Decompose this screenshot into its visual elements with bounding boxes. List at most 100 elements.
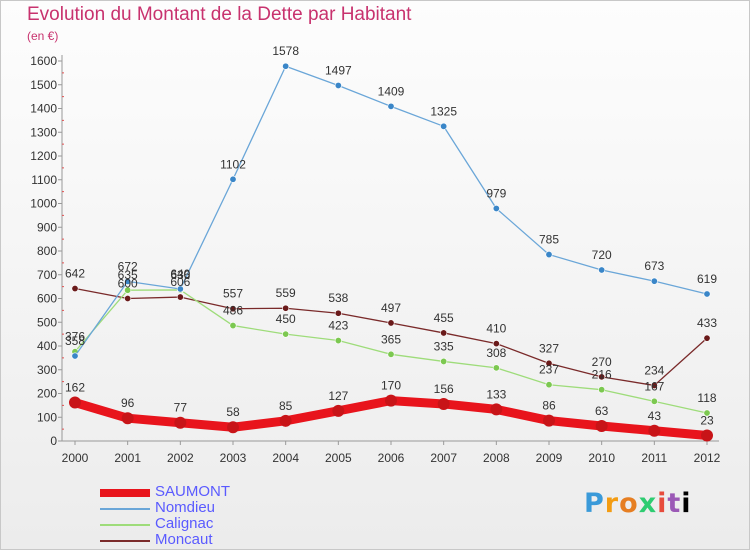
data-point-moncaut	[598, 373, 606, 381]
data-label-saumont: 133	[486, 387, 506, 401]
data-label-calignac: 167	[644, 379, 664, 393]
data-label-saumont: 96	[121, 396, 135, 410]
data-point-moncaut	[334, 309, 342, 317]
data-point-saumont	[385, 394, 397, 407]
data-label-moncaut: 270	[592, 355, 612, 369]
data-point-moncaut	[387, 319, 395, 327]
data-point-calignac	[229, 322, 237, 330]
data-label-nomdieu: 1102	[220, 157, 246, 171]
data-point-nomdieu	[598, 266, 606, 274]
x-tick-label: 2007	[430, 451, 457, 465]
data-label-nomdieu: 720	[592, 248, 612, 262]
data-point-moncaut	[176, 293, 184, 301]
data-point-saumont	[490, 403, 503, 416]
data-label-saumont: 23	[700, 414, 714, 428]
data-point-calignac	[598, 386, 606, 394]
data-label-calignac: 423	[328, 319, 348, 333]
data-point-saumont	[279, 414, 292, 427]
data-point-moncaut	[650, 381, 658, 389]
data-label-moncaut: 234	[644, 363, 664, 377]
data-label-saumont: 63	[595, 404, 609, 418]
data-point-nomdieu	[334, 81, 342, 89]
data-point-calignac	[387, 350, 395, 358]
y-tick-label: 700	[37, 268, 57, 282]
x-tick-label: 2012	[694, 451, 721, 465]
legend-label: Nomdieu	[155, 499, 216, 516]
data-point-calignac	[545, 381, 553, 389]
data-point-nomdieu	[650, 277, 658, 285]
data-point-calignac	[703, 409, 711, 417]
data-label-saumont: 86	[542, 399, 556, 413]
data-label-saumont: 85	[279, 399, 293, 413]
data-point-nomdieu	[387, 102, 395, 110]
data-label-calignac: 450	[276, 312, 296, 326]
x-tick-label: 2010	[588, 451, 615, 465]
data-point-saumont	[69, 396, 81, 409]
chart-subtitle: (en €)	[27, 29, 59, 43]
y-tick-label: 1100	[31, 173, 57, 187]
data-label-moncaut: 327	[539, 341, 559, 355]
legend-swatch	[100, 489, 150, 497]
data-label-calignac: 237	[539, 363, 559, 377]
data-point-moncaut	[124, 294, 132, 302]
data-label-nomdieu: 1578	[272, 44, 299, 58]
data-label-moncaut: 410	[486, 322, 506, 336]
data-label-moncaut: 497	[381, 301, 401, 315]
data-point-saumont	[332, 404, 345, 417]
y-tick-label: 900	[37, 220, 57, 234]
data-label-nomdieu: 358	[65, 334, 85, 348]
x-tick-label: 2005	[325, 451, 352, 465]
data-point-moncaut	[545, 359, 553, 367]
data-label-saumont: 170	[381, 379, 401, 393]
data-label-calignac: 335	[434, 339, 454, 353]
data-label-moncaut: 600	[118, 277, 138, 291]
data-label-moncaut: 433	[697, 316, 717, 330]
data-point-nomdieu	[124, 277, 132, 285]
data-point-saumont	[437, 397, 450, 410]
data-label-nomdieu: 672	[118, 259, 138, 273]
x-tick-label: 2009	[536, 451, 563, 465]
x-tick-label: 2006	[378, 451, 405, 465]
x-tick-label: 2001	[114, 451, 141, 465]
data-point-saumont	[174, 416, 187, 429]
x-tick-label: 2002	[167, 451, 194, 465]
x-tick-label: 2008	[483, 451, 510, 465]
data-point-calignac	[650, 397, 658, 405]
data-label-calignac: 635	[118, 268, 138, 282]
x-tick-label: 2003	[220, 451, 247, 465]
y-tick-label: 0	[50, 434, 57, 448]
data-point-calignac	[334, 337, 342, 345]
legend-label: Moncaut	[155, 531, 213, 548]
data-point-saumont	[543, 414, 555, 427]
data-label-saumont: 58	[226, 405, 240, 419]
legend-label: Calignac	[155, 515, 214, 532]
chart-axes: 0 100 200 300 400 500 600 700 800 900 1000 1100 1200…	[30, 54, 720, 465]
data-label-calignac: 308	[486, 346, 506, 360]
y-tick-label: 100	[37, 410, 57, 424]
data-label-calignac: 636	[170, 268, 190, 282]
data-point-nomdieu	[176, 285, 184, 293]
y-tick-label: 1400	[30, 102, 57, 116]
data-point-moncaut	[282, 304, 290, 312]
y-tick-label: 1600	[30, 54, 57, 68]
data-label-nomdieu: 785	[539, 233, 559, 247]
data-point-calignac	[492, 364, 500, 372]
chart-title: Evolution du Montant de la Dette par Hab…	[27, 4, 412, 25]
data-label-moncaut: 606	[170, 275, 190, 289]
data-label-moncaut: 455	[434, 311, 454, 325]
line-chart: 0 100 200 300 400 500 600 700 800 900 1000 1100 1200…	[30, 44, 720, 465]
data-point-saumont	[121, 412, 134, 425]
data-point-moncaut	[492, 340, 500, 348]
data-label-saumont: 77	[174, 401, 188, 415]
y-tick-label: 300	[37, 363, 57, 377]
data-label-saumont: 162	[65, 381, 85, 395]
y-tick-label: 1200	[30, 149, 57, 163]
data-label-nomdieu: 673	[644, 259, 664, 273]
data-label-nomdieu: 979	[486, 186, 506, 200]
data-point-nomdieu	[492, 204, 500, 212]
x-tick-label: 2011	[641, 451, 667, 465]
data-label-moncaut: 559	[276, 286, 296, 300]
proxiti-logo: Proxiti	[584, 488, 692, 519]
data-point-calignac	[440, 357, 448, 365]
data-label-calignac: 365	[381, 332, 401, 346]
